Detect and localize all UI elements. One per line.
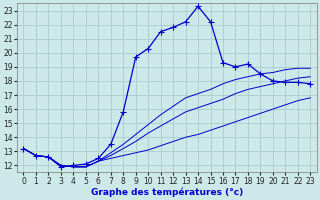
X-axis label: Graphe des températures (°c): Graphe des températures (°c) (91, 187, 243, 197)
